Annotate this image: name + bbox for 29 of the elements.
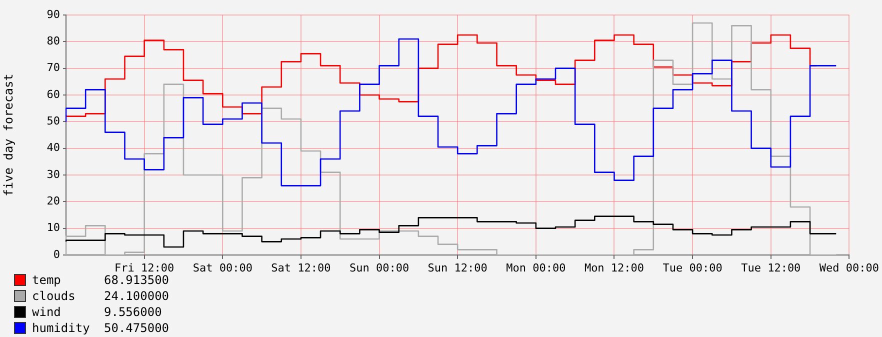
y-tick-label: 70 (46, 61, 60, 74)
y-tick-label: 0 (53, 248, 60, 261)
text: 24.100000 (104, 289, 170, 303)
y-tick-label: 50 (46, 114, 60, 128)
text: 50.475000 (104, 321, 170, 335)
text: 9.556000 (104, 305, 162, 319)
y-tick-label: 60 (46, 88, 60, 101)
x-tick-label: Sat 12:00 (271, 261, 331, 274)
y-tick-label: 30 (46, 168, 60, 181)
y-tick-label: 90 (46, 8, 60, 21)
y-axis-title: five day forecast (1, 74, 16, 196)
legend-label: humidity (32, 321, 91, 335)
x-tick-label: Sun 12:00 (428, 261, 488, 274)
text: 68.913500 (104, 273, 170, 287)
legend-label: clouds (32, 289, 76, 303)
y-tick-label: 10 (46, 221, 60, 234)
y-tick-label: 20 (46, 194, 60, 208)
x-tick-label: Mon 12:00 (584, 261, 644, 274)
y-tick-label: 80 (46, 34, 60, 48)
legend-label: temp (32, 273, 62, 287)
x-tick-label: Tue 00:00 (662, 261, 722, 274)
x-tick-label: Sat 00:00 (192, 261, 252, 274)
x-tick-label: Tue 12:00 (741, 261, 801, 274)
x-tick-label: Sun 00:00 (349, 261, 410, 274)
x-tick-label: Mon 00:00 (506, 261, 566, 274)
legend-label: wind (32, 305, 62, 319)
x-tick-label: Wed 00:00 (819, 261, 880, 274)
y-tick-label: 40 (46, 141, 60, 154)
x-tick-label: Fri 12:00 (114, 261, 174, 274)
